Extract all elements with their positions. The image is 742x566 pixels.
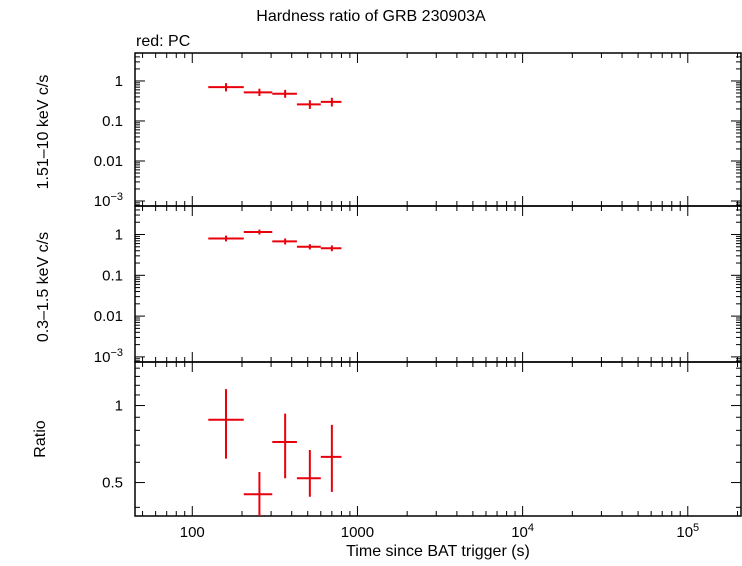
y-tick-label: 0.01: [94, 308, 123, 325]
panel-frame-ratio: [134, 361, 742, 517]
y-tick-label: 0.5: [102, 475, 123, 492]
panel-frame-soft-band: [134, 205, 742, 363]
x-tick-label: 104: [511, 522, 534, 541]
x-tick-label: 100: [180, 524, 205, 541]
y-tick-label: 10−3: [94, 347, 123, 366]
y-tick-label: 1: [115, 227, 123, 244]
y-tick-label: 0.01: [94, 153, 123, 170]
panel-frame-hard-band: [134, 52, 742, 207]
x-tick-label: 105: [676, 522, 699, 541]
y-tick-label: 1: [115, 73, 123, 90]
y-tick-label: 0.1: [102, 113, 123, 130]
x-tick-label: 1000: [341, 524, 374, 541]
x-axis-label: Time since BAT trigger (s): [346, 543, 530, 560]
y-tick-label: 10−3: [94, 191, 123, 210]
legend-note: red: PC: [136, 33, 191, 50]
y-tick-label: 0.1: [102, 267, 123, 284]
chart-title: Hardness ratio of GRB 230903A: [256, 8, 486, 25]
y-tick-label: 1: [115, 398, 123, 415]
